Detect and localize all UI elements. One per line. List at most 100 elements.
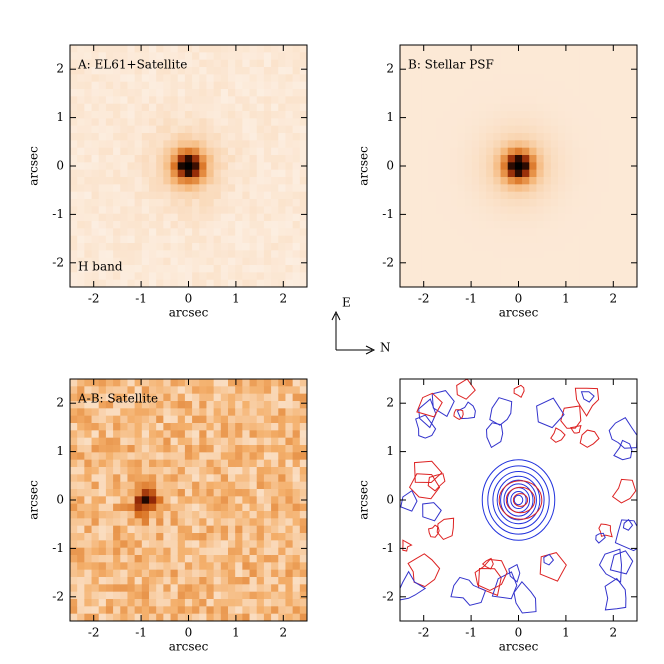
pixel bbox=[550, 89, 559, 97]
pixel bbox=[242, 162, 251, 171]
pixel bbox=[105, 103, 114, 112]
pixel bbox=[70, 59, 78, 68]
pixel bbox=[271, 489, 279, 497]
pixel bbox=[421, 228, 430, 237]
pixel bbox=[299, 445, 308, 453]
pixel bbox=[206, 430, 215, 439]
pixel bbox=[299, 228, 308, 237]
pixel bbox=[134, 221, 143, 229]
pixel bbox=[105, 584, 114, 593]
pixel bbox=[228, 511, 236, 519]
pixel bbox=[285, 555, 294, 563]
pixel bbox=[593, 169, 602, 178]
pixel bbox=[550, 272, 559, 281]
pixel bbox=[428, 155, 437, 163]
pixel bbox=[615, 257, 624, 266]
pixel bbox=[608, 140, 616, 149]
pixel bbox=[249, 445, 258, 453]
pixel bbox=[156, 445, 164, 453]
pixel bbox=[500, 111, 509, 119]
pixel bbox=[486, 133, 494, 141]
x-tick-label: 0 bbox=[185, 626, 193, 640]
pixel bbox=[249, 184, 258, 193]
pixel bbox=[292, 279, 301, 288]
pixel bbox=[249, 213, 258, 222]
pixel bbox=[120, 191, 128, 200]
pixel bbox=[271, 147, 279, 156]
pixel bbox=[457, 199, 466, 207]
pixel bbox=[206, 496, 215, 505]
pixel bbox=[428, 147, 437, 156]
pixel bbox=[120, 474, 128, 483]
pixel bbox=[629, 155, 638, 163]
pixel bbox=[500, 81, 509, 90]
pixel bbox=[471, 272, 480, 281]
pixel bbox=[471, 89, 480, 97]
pixel bbox=[220, 52, 229, 61]
pixel bbox=[471, 74, 480, 83]
pixel bbox=[536, 235, 545, 244]
pixel bbox=[622, 96, 631, 105]
pixel bbox=[105, 386, 114, 395]
pixel bbox=[149, 257, 157, 266]
pixel bbox=[149, 265, 157, 273]
pixel bbox=[170, 562, 179, 571]
pixel bbox=[263, 496, 272, 505]
pixel bbox=[98, 177, 107, 185]
pixel bbox=[493, 213, 502, 222]
pixel bbox=[192, 613, 200, 622]
y-tick-label: 2 bbox=[386, 396, 394, 410]
pixel bbox=[163, 140, 172, 149]
pixel bbox=[199, 467, 207, 475]
pixel bbox=[213, 235, 222, 244]
pixel bbox=[256, 503, 265, 512]
pixel bbox=[608, 45, 616, 53]
pixel bbox=[235, 191, 243, 200]
pixel bbox=[120, 265, 128, 273]
pixel bbox=[127, 415, 136, 424]
pixel bbox=[149, 445, 157, 453]
pixel bbox=[91, 243, 100, 251]
pixel bbox=[629, 59, 638, 68]
pixel bbox=[77, 496, 85, 505]
pixel bbox=[127, 147, 136, 156]
pixel bbox=[235, 133, 243, 141]
pixel bbox=[184, 133, 193, 141]
pixel bbox=[536, 184, 545, 193]
pixel bbox=[464, 206, 473, 215]
pixel bbox=[271, 59, 279, 68]
pixel bbox=[271, 525, 279, 534]
pixel bbox=[91, 481, 100, 490]
pixel bbox=[120, 184, 128, 193]
pixel bbox=[622, 125, 631, 134]
pixel bbox=[156, 606, 164, 615]
pixel bbox=[271, 45, 279, 53]
pixel bbox=[192, 577, 200, 585]
pixel bbox=[292, 445, 301, 453]
pixel bbox=[263, 89, 272, 97]
pixel bbox=[435, 250, 444, 259]
pixel bbox=[543, 140, 552, 149]
pixel bbox=[199, 169, 207, 178]
pixel bbox=[235, 235, 243, 244]
pixel bbox=[507, 235, 516, 244]
pixel bbox=[292, 184, 301, 193]
pixel bbox=[184, 235, 193, 244]
pixel bbox=[514, 250, 523, 259]
pixel bbox=[206, 74, 215, 83]
pixel bbox=[285, 191, 294, 200]
pixel bbox=[177, 386, 186, 395]
pixel bbox=[514, 206, 523, 215]
pixel bbox=[615, 147, 624, 156]
pixel bbox=[184, 140, 193, 149]
pixel bbox=[206, 169, 215, 178]
pixel bbox=[127, 489, 136, 497]
pixel bbox=[622, 177, 631, 185]
pixel bbox=[213, 518, 222, 527]
pixel bbox=[435, 81, 444, 90]
pixel bbox=[543, 191, 552, 200]
pixel bbox=[278, 445, 286, 453]
pixel bbox=[579, 272, 588, 281]
